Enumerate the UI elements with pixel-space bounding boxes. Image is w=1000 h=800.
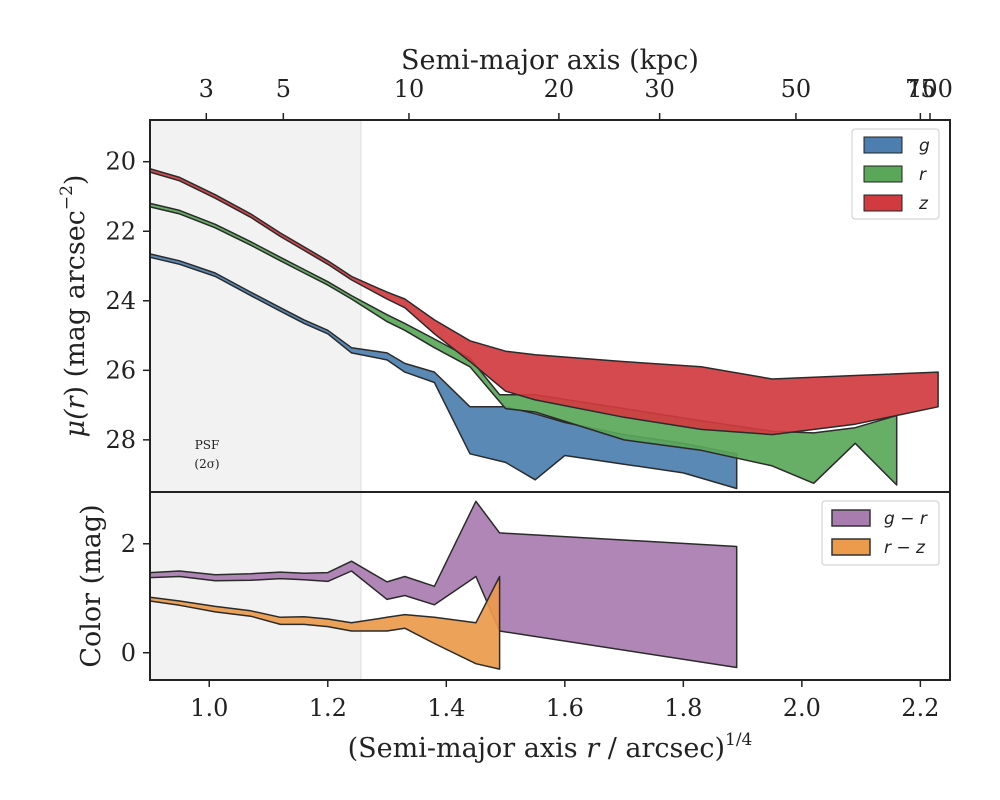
bottom-axis-title-var: r: [586, 733, 601, 764]
bottom-x-tick-label: 1.0: [190, 694, 228, 722]
lower-y-tick-label: 2: [121, 530, 136, 558]
upper-y-ticks: 20 22 24 26 28: [105, 148, 150, 454]
bottom-x-tick-label: 1.8: [664, 694, 702, 722]
upper-y-tick-label: 24: [105, 287, 136, 315]
bottom-x-tick-label: 1.6: [546, 694, 584, 722]
lower-panel: 02 1.0 1.2 1.4 1.6 1.8 2.0 2.2 g − r r − z: [121, 491, 951, 722]
top-x-tick-label: 5: [276, 75, 291, 103]
legend-swatch-r: [863, 165, 903, 183]
legend-label-r-minus-z: r − z: [884, 538, 926, 558]
upper-ylabel-r: r: [60, 394, 91, 409]
bottom-x-tick-label: 1.2: [309, 694, 347, 722]
upper-y-axis-title: μ(r) (mag arcsec−2): [57, 175, 91, 438]
upper-psf-shade: [150, 120, 361, 492]
series-band-z-2: [149, 167, 939, 436]
bottom-x-tick-label: 1.4: [427, 694, 465, 722]
top-x-tick-label: 10: [394, 75, 425, 103]
upper-ylabel-rest: ) (mag arcsec: [60, 210, 91, 396]
top-x-tick-label: 20: [544, 75, 575, 103]
lower-y-axis-title: Color (mag): [76, 504, 107, 667]
top-x-tick-label: 75: [905, 75, 936, 103]
lower-psf-shade: [150, 492, 361, 680]
lower-y-ticks: 02: [121, 530, 150, 667]
upper-y-tick-label: 20: [105, 148, 136, 176]
bottom-x-tick-label: 2.2: [901, 694, 939, 722]
legend-label-z: z: [918, 194, 929, 214]
upper-y-tick-label: 22: [105, 217, 136, 245]
bottom-x-tick-label: 2.0: [783, 694, 821, 722]
legend-swatch-z: [863, 194, 903, 212]
bottom-x-ticks: 1.0 1.2 1.4 1.6 1.8 2.0 2.2: [190, 680, 939, 722]
lower-y-tick-label: 0: [121, 639, 136, 667]
psf-label-line1: PSF: [195, 438, 220, 452]
series-band-gr-0: [149, 500, 738, 669]
upper-y-tick-label: 26: [105, 356, 136, 384]
psf-label-line2: (2σ): [194, 457, 219, 471]
upper-series-group: [149, 167, 939, 490]
legend-label-r: r: [919, 165, 927, 185]
lower-legend: g − r r − z: [821, 500, 940, 566]
series-band-r-1: [149, 202, 898, 486]
legend-swatch-g-minus-r: [831, 509, 871, 527]
bottom-axis-title-main: (Semi-major axis: [348, 733, 587, 764]
top-axis-title: Semi-major axis (kpc): [401, 45, 699, 76]
top-x-tick-label: 100: [907, 75, 953, 103]
upper-legend: g r z: [851, 128, 940, 220]
lower-panel-frame: [149, 491, 951, 681]
series-band-rz-1: [149, 575, 501, 670]
top-x-tick-label: 3: [199, 75, 214, 103]
legend-swatch-g: [863, 136, 903, 154]
top-x-tick-label: 30: [644, 75, 675, 103]
upper-ylabel-mu: μ(: [60, 408, 91, 438]
legend-label-g: g: [919, 136, 930, 156]
legend-swatch-r-minus-z: [831, 538, 871, 556]
bottom-axis-title-rest: / arcsec): [599, 733, 725, 764]
upper-y-tick-label: 28: [105, 426, 136, 454]
top-x-tick-label: 50: [781, 75, 812, 103]
upper-ylabel-close: ): [60, 175, 91, 186]
legend-label-g-minus-r: g − r: [884, 509, 928, 529]
bottom-axis-title: (Semi-major axis r / arcsec)1/4: [348, 730, 753, 764]
bottom-axis-title-exp: 1/4: [725, 730, 752, 750]
upper-ylabel-exp: −2: [57, 185, 77, 210]
lower-series-group: [149, 500, 738, 670]
